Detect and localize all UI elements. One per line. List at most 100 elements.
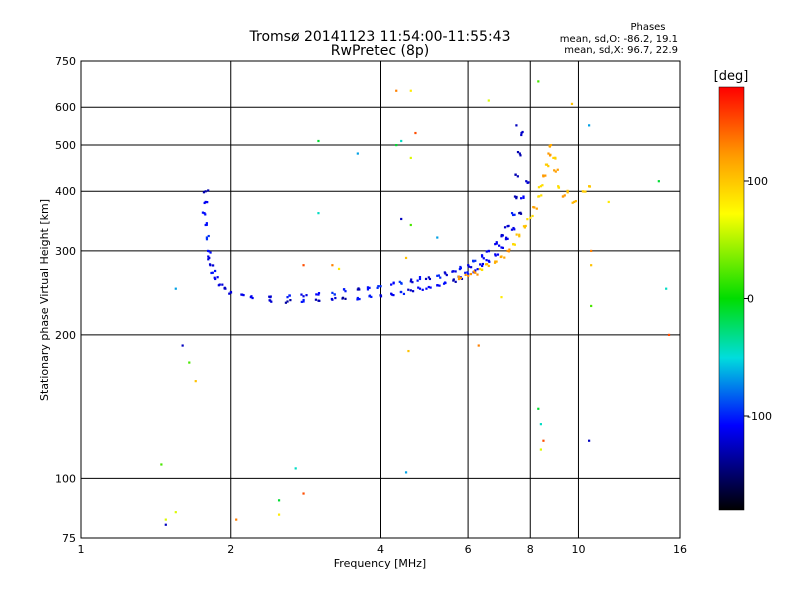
echo-point xyxy=(549,143,553,147)
echo-point xyxy=(341,296,345,299)
echo-point xyxy=(542,439,545,442)
echo-point xyxy=(377,285,380,288)
echo-point xyxy=(480,254,484,257)
echo-point xyxy=(241,293,244,296)
echo-point xyxy=(457,275,460,278)
echo-point xyxy=(484,263,488,266)
echo-point xyxy=(495,241,498,244)
echo-point xyxy=(537,407,540,410)
colorbar-tick-label: -100 xyxy=(747,410,772,423)
echo-point xyxy=(194,380,197,383)
echo-point xyxy=(404,471,408,474)
echo-point xyxy=(436,274,439,277)
echo-point xyxy=(436,236,439,239)
echo-point xyxy=(532,205,535,209)
echo-point xyxy=(424,277,428,281)
echo-point xyxy=(417,286,420,289)
echo-point xyxy=(516,150,520,154)
colorbar-tick-label: 100 xyxy=(747,175,768,188)
echo-point xyxy=(519,212,523,215)
x-axis-label: Frequency [MHz] xyxy=(334,557,426,570)
echo-point xyxy=(481,264,484,268)
stats-line-o: mean, sd,O: -86.2, 19.1 xyxy=(560,34,678,45)
echo-point xyxy=(228,292,231,295)
echo-point xyxy=(418,277,422,281)
echo-point xyxy=(366,288,370,291)
echo-point xyxy=(506,249,509,253)
echo-point xyxy=(590,249,593,253)
grid-lines xyxy=(81,61,680,538)
echo-point xyxy=(356,152,359,155)
echo-point xyxy=(479,263,482,266)
echo-point xyxy=(657,180,660,183)
echo-point xyxy=(588,185,592,188)
echo-point xyxy=(501,246,505,249)
echo-point xyxy=(213,276,216,279)
echo-point xyxy=(356,296,359,300)
echo-point xyxy=(392,294,395,297)
echo-point xyxy=(496,253,500,256)
echo-point xyxy=(242,294,245,297)
echo-point xyxy=(574,200,577,203)
echo-point xyxy=(358,288,361,291)
echo-point xyxy=(414,131,417,135)
echo-point xyxy=(467,273,470,276)
echo-point xyxy=(495,242,498,245)
echo-point xyxy=(518,235,521,238)
echo-point xyxy=(370,295,373,299)
x-tick-label: 10 xyxy=(571,543,585,556)
echo-point xyxy=(587,439,591,442)
echo-point xyxy=(503,226,507,229)
echo-point xyxy=(535,207,538,210)
echo-point xyxy=(229,291,233,294)
colorbar-label: [deg] xyxy=(714,69,749,84)
echo-point xyxy=(665,287,668,290)
echo-point xyxy=(174,511,177,514)
echo-point xyxy=(294,467,297,470)
echo-point xyxy=(174,287,177,290)
echo-point xyxy=(399,290,402,294)
y-tick-label: 600 xyxy=(55,101,76,114)
echo-point xyxy=(203,201,206,205)
echo-point xyxy=(520,197,523,200)
colorbar-tick-label: 0 xyxy=(747,293,754,306)
echo-point xyxy=(342,288,346,291)
echo-point xyxy=(409,280,412,283)
echo-point xyxy=(358,297,361,301)
echo-point xyxy=(379,295,383,298)
echo-point xyxy=(206,201,209,204)
echo-point xyxy=(270,300,273,303)
x-axis-ticks: 1 2 4 6 8 10 16 xyxy=(78,543,688,556)
echo-point xyxy=(203,212,206,215)
echo-point xyxy=(366,286,370,289)
echo-point xyxy=(443,271,446,274)
echo-point xyxy=(531,214,534,218)
echo-point xyxy=(518,233,521,236)
echo-point xyxy=(570,102,574,106)
echo-point xyxy=(188,361,191,364)
echo-point xyxy=(205,223,208,226)
echo-point xyxy=(207,255,210,258)
colorbar-ticks: 100 0 -100 xyxy=(744,175,772,423)
echo-point xyxy=(201,211,205,214)
echo-point xyxy=(466,271,469,274)
echo-point xyxy=(331,291,334,294)
echo-point xyxy=(317,212,320,215)
echo-point xyxy=(409,156,412,160)
echo-point xyxy=(330,297,333,301)
echo-point xyxy=(584,190,587,193)
echo-point xyxy=(368,286,371,289)
echo-point xyxy=(302,295,305,298)
y-tick-label: 100 xyxy=(55,472,76,485)
echo-point xyxy=(557,185,560,188)
echo-point xyxy=(511,243,515,246)
echo-point xyxy=(482,257,485,260)
echo-point xyxy=(515,233,518,236)
echo-point xyxy=(305,294,308,297)
echo-point xyxy=(537,186,541,189)
echo-point xyxy=(428,277,432,281)
x-tick-label: 6 xyxy=(465,543,472,556)
echo-point xyxy=(512,213,515,217)
echo-point xyxy=(268,295,271,298)
echo-point xyxy=(467,274,470,277)
